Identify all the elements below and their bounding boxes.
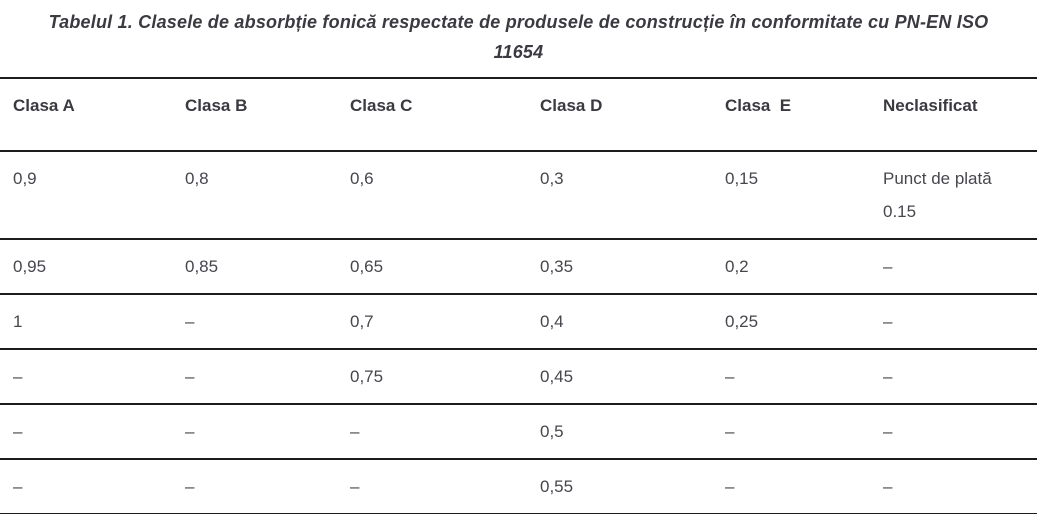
cell: – — [712, 403, 870, 459]
page-title: Tabelul 1. Clasele de absorbție fonică r… — [0, 0, 1037, 77]
cell: 0,7 — [337, 293, 527, 349]
table-row: 1 – 0,7 0,4 0,25 – — [0, 293, 1037, 349]
cell: 0,15 — [712, 150, 870, 239]
cell: 0,85 — [172, 238, 337, 294]
cell: 0,25 — [712, 293, 870, 349]
cell: – — [337, 458, 527, 514]
cell: – — [337, 403, 527, 459]
cell: – — [712, 348, 870, 404]
cell: Punct de plată 0.15 — [870, 150, 1037, 239]
cell: 0,75 — [337, 348, 527, 404]
table-row: 0,95 0,85 0,65 0,35 0,2 – — [0, 238, 1037, 294]
cell: – — [172, 403, 337, 459]
cell: – — [712, 458, 870, 514]
column-header-clasa-d: Clasa D — [540, 96, 603, 115]
column-header-clasa-e: Clasa E — [725, 96, 792, 115]
cell: 1 — [0, 293, 172, 349]
cell: 0,35 — [527, 238, 712, 294]
cell: 0,8 — [172, 150, 337, 239]
cell: – — [0, 403, 172, 459]
cell: 0,3 — [527, 150, 712, 239]
cell: – — [172, 348, 337, 404]
cell: 0,5 — [527, 403, 712, 459]
cell: 0,6 — [337, 150, 527, 239]
cell: – — [870, 348, 1037, 404]
table-row: – – – 0,5 – – — [0, 403, 1037, 459]
table-row: – – 0,75 0,45 – – — [0, 348, 1037, 404]
table-row: 0,9 0,8 0,6 0,3 0,15 Punct de plată 0.15 — [0, 150, 1037, 239]
table-header-row: Clasa A Clasa B Clasa C Clasa D Clasa E … — [0, 78, 1037, 151]
column-header-clasa-a: Clasa A — [13, 96, 75, 115]
cell: 0,2 — [712, 238, 870, 294]
column-header-clasa-c: Clasa C — [350, 96, 413, 115]
table-row: – – – 0,55 – – — [0, 458, 1037, 514]
cell: – — [172, 458, 337, 514]
cell: – — [870, 293, 1037, 349]
cell: – — [172, 293, 337, 349]
cell: 0,55 — [527, 458, 712, 514]
absorption-classes-table: Clasa A Clasa B Clasa C Clasa D Clasa E … — [0, 77, 1037, 514]
cell: 0,95 — [0, 238, 172, 294]
cell: – — [870, 238, 1037, 294]
page-title-line2: 11654 — [493, 42, 544, 62]
cell: – — [870, 458, 1037, 514]
cell: 0,65 — [337, 238, 527, 294]
cell: 0,45 — [527, 348, 712, 404]
cell: 0,4 — [527, 293, 712, 349]
column-header-neclasificat: Neclasificat — [883, 96, 978, 115]
cell: 0,9 — [0, 150, 172, 239]
cell: – — [870, 403, 1037, 459]
page-title-line1: Tabelul 1. Clasele de absorbție fonică r… — [48, 12, 989, 32]
column-header-clasa-b: Clasa B — [185, 96, 248, 115]
cell: – — [0, 348, 172, 404]
cell: – — [0, 458, 172, 514]
